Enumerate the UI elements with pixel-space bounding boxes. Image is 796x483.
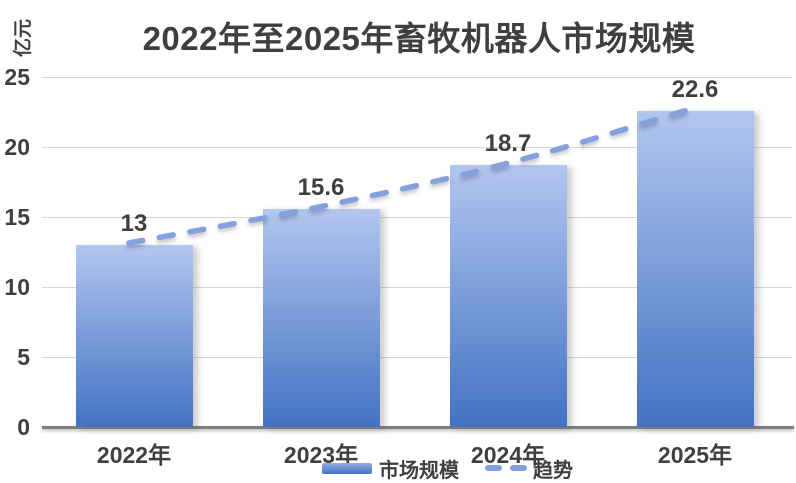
trend-dashed-path — [126, 105, 695, 246]
legend-dash-swatch — [485, 465, 527, 471]
y-tick-label-0: 0 — [17, 414, 30, 440]
data-label-2024年: 18.7 — [484, 130, 532, 158]
x-tick-label-2022年: 2022年 — [96, 442, 172, 468]
x-axis-line — [42, 426, 794, 429]
x-tick-label-2024年: 2024年 — [470, 442, 546, 468]
gridline-5 — [42, 357, 792, 358]
legend-label-trend: 趋势 — [533, 459, 573, 482]
dash-icon — [510, 465, 527, 471]
x-tick-label-2025年: 2025年 — [657, 442, 733, 468]
legend-bar-swatch — [322, 462, 372, 474]
y-tick-label-25: 25 — [4, 64, 30, 90]
bar-2025年 — [636, 110, 754, 427]
y-tick-label-10: 10 — [4, 274, 30, 300]
y-tick-label-20: 20 — [4, 134, 30, 160]
bar-2024年 — [449, 165, 567, 427]
data-label-2023年: 15.6 — [297, 173, 345, 201]
bar-2022年 — [75, 245, 193, 427]
bar-2023年 — [262, 208, 380, 427]
y-tick-label-15: 15 — [4, 204, 30, 230]
gridline-10 — [42, 287, 792, 288]
data-label-2025年: 22.6 — [671, 75, 719, 103]
y-tick-label-5: 5 — [17, 344, 30, 370]
dash-icon — [485, 465, 502, 471]
legend: 市场规模 趋势 — [322, 454, 573, 482]
data-label-2022年: 13 — [120, 210, 148, 237]
y-axis-unit-label: 亿元 — [13, 19, 34, 58]
chart-title: 2022年至2025年畜牧机器人市场规模 — [142, 20, 696, 57]
gridline-25 — [42, 77, 792, 78]
legend-label-market-size: 市场规模 — [379, 459, 459, 482]
